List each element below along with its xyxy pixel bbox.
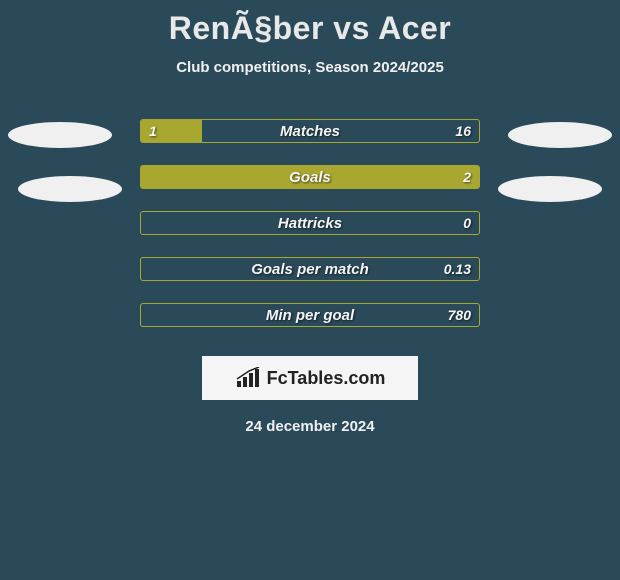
stat-row: Goals per match0.13 <box>0 246 620 292</box>
bar-chart-icon <box>235 367 261 389</box>
stat-row: Hattricks0 <box>0 200 620 246</box>
stat-row: Min per goal780 <box>0 292 620 338</box>
stat-label: Hattricks <box>141 212 479 234</box>
stat-value-right: 0.13 <box>444 258 471 280</box>
stat-bar-container: Min per goal780 <box>140 303 480 327</box>
stat-bar-container: Matches1 16 <box>140 119 480 143</box>
stat-value-right: 2 <box>463 166 471 188</box>
stat-label: Min per goal <box>141 304 479 326</box>
source-logo-text: FcTables.com <box>267 368 386 389</box>
stat-value-right: 0 <box>463 212 471 234</box>
stat-label: Goals <box>141 166 479 188</box>
source-logo: FcTables.com <box>202 356 418 400</box>
comparison-subtitle: Club competitions, Season 2024/2025 <box>0 59 620 76</box>
stat-bar-container: Goals per match0.13 <box>140 257 480 281</box>
stat-label: Goals per match <box>141 258 479 280</box>
stat-value-right: 16 <box>455 120 471 142</box>
snapshot-date: 24 december 2024 <box>0 418 620 435</box>
stat-value-right: 780 <box>448 304 471 326</box>
stat-value-left: 1 <box>149 120 157 142</box>
stat-label: Matches <box>141 120 479 142</box>
stat-bar-container: Goals2 <box>140 165 480 189</box>
comparison-chart: Matches1 16 Goals2 Hattricks0 Goals per matc… <box>0 108 620 338</box>
stat-row: Goals2 <box>0 154 620 200</box>
stat-row: Matches1 16 <box>0 108 620 154</box>
comparison-title: RenÃ§ber vs Acer <box>0 0 620 47</box>
stat-bar-container: Hattricks0 <box>140 211 480 235</box>
